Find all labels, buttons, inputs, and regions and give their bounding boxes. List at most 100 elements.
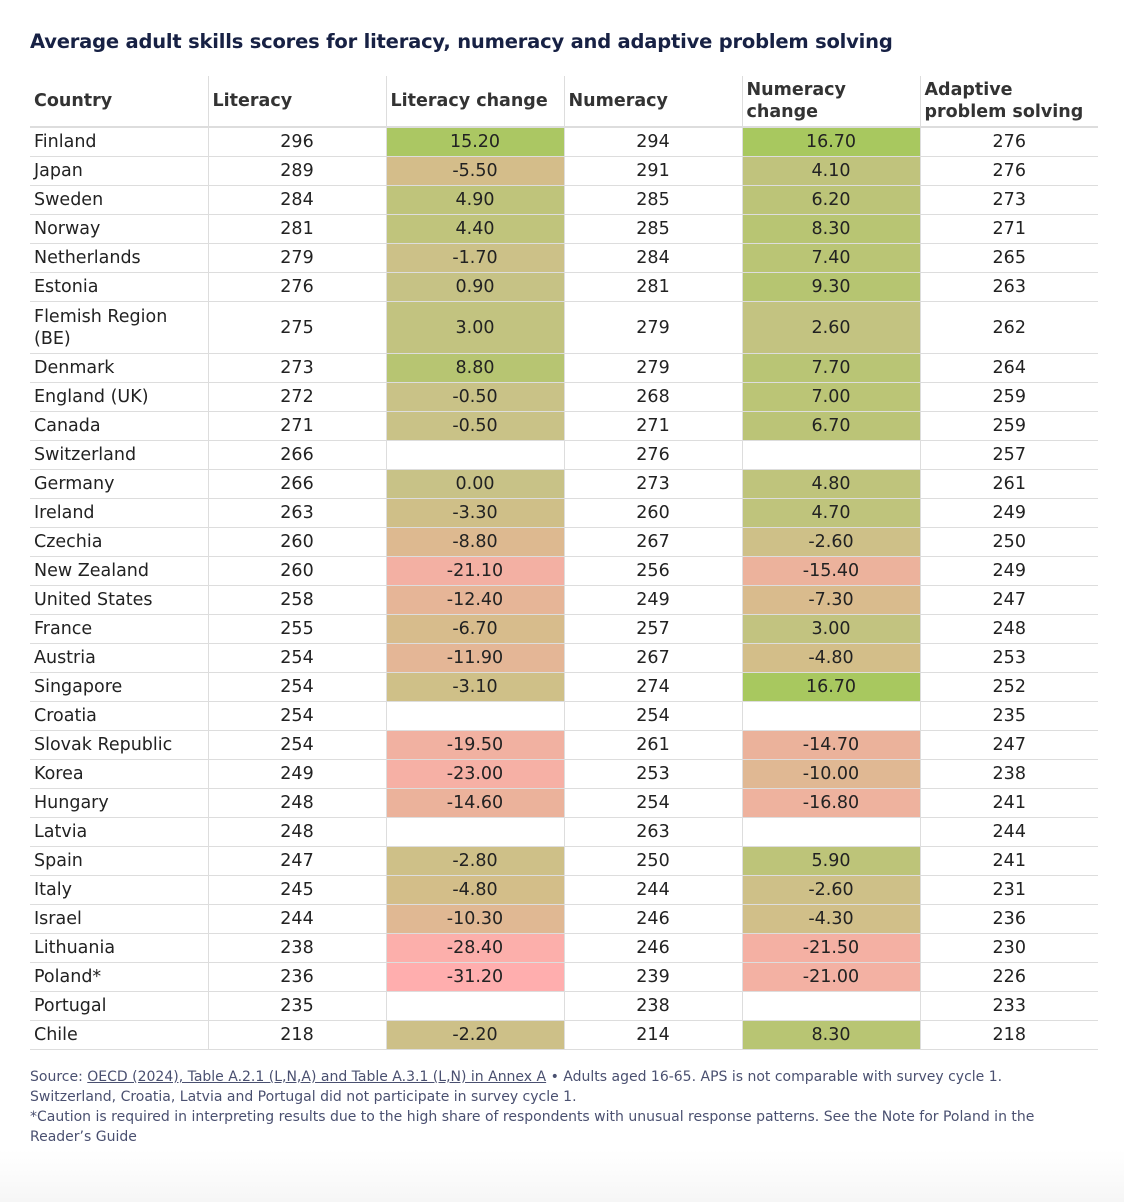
table-row: France 255 -6.70 257 3.00 248 <box>30 614 1098 644</box>
numeracy-change-cell: -7.30 <box>741 585 920 615</box>
country-cell: Austria <box>30 643 208 673</box>
numeracy-change-cell: -21.50 <box>741 933 920 963</box>
aps-cell: 259 <box>919 382 1098 412</box>
literacy-cell: 260 <box>207 556 386 586</box>
table-row: Netherlands 279 -1.70 284 7.40 265 <box>30 243 1098 273</box>
country-cell: United States <box>30 585 208 615</box>
column-header: Literacy <box>207 76 386 128</box>
table-row: Poland* 236 -31.20 239 -21.00 226 <box>30 962 1098 992</box>
table-row: United States 258 -12.40 249 -7.30 247 <box>30 585 1098 615</box>
numeracy-cell: 254 <box>563 788 742 818</box>
literacy-change-cell: -11.90 <box>385 643 564 673</box>
column-header: Adaptive problem solving <box>919 76 1098 128</box>
literacy-cell: 247 <box>207 846 386 876</box>
aps-cell: 264 <box>919 353 1098 383</box>
numeracy-cell: 285 <box>563 185 742 215</box>
literacy-change-cell: -3.30 <box>385 498 564 528</box>
numeracy-change-cell: 16.70 <box>741 127 920 157</box>
table-row: Canada 271 -0.50 271 6.70 259 <box>30 411 1098 441</box>
aps-cell: 257 <box>919 440 1098 470</box>
table-row: Chile 218 -2.20 214 8.30 218 <box>30 1020 1098 1050</box>
caution-note: *Caution is required in interpreting res… <box>30 1109 1035 1145</box>
literacy-change-cell: 4.90 <box>385 185 564 215</box>
country-cell: Ireland <box>30 498 208 528</box>
numeracy-cell: 291 <box>563 156 742 186</box>
numeracy-change-cell: -2.60 <box>741 527 920 557</box>
literacy-change-cell: 15.20 <box>385 127 564 157</box>
literacy-change-cell <box>385 440 564 470</box>
aps-cell: 252 <box>919 672 1098 702</box>
table-row: Korea 249 -23.00 253 -10.00 238 <box>30 759 1098 789</box>
country-cell: Spain <box>30 846 208 876</box>
country-cell: Norway <box>30 214 208 244</box>
table-row: Israel 244 -10.30 246 -4.30 236 <box>30 904 1098 934</box>
literacy-cell: 260 <box>207 527 386 557</box>
numeracy-change-cell: 8.30 <box>741 214 920 244</box>
country-cell: Switzerland <box>30 440 208 470</box>
aps-cell: 238 <box>919 759 1098 789</box>
skills-table: Country Literacy Literacy change Numeracy Nu… <box>30 76 1098 1050</box>
numeracy-change-cell <box>741 991 920 1021</box>
literacy-cell: 255 <box>207 614 386 644</box>
table-row: Spain 247 -2.80 250 5.90 241 <box>30 846 1098 876</box>
literacy-cell: 236 <box>207 962 386 992</box>
numeracy-change-cell: -21.00 <box>741 962 920 992</box>
country-cell: Poland* <box>30 962 208 992</box>
numeracy-cell: 276 <box>563 440 742 470</box>
numeracy-change-cell: -16.80 <box>741 788 920 818</box>
aps-cell: 241 <box>919 846 1098 876</box>
country-cell: Canada <box>30 411 208 441</box>
numeracy-change-cell: 4.10 <box>741 156 920 186</box>
aps-cell: 265 <box>919 243 1098 273</box>
numeracy-cell: 285 <box>563 214 742 244</box>
aps-cell: 235 <box>919 701 1098 731</box>
numeracy-cell: 294 <box>563 127 742 157</box>
aps-cell: 247 <box>919 585 1098 615</box>
literacy-cell: 235 <box>207 991 386 1021</box>
numeracy-cell: 239 <box>563 962 742 992</box>
literacy-change-cell: -2.80 <box>385 846 564 876</box>
numeracy-cell: 257 <box>563 614 742 644</box>
numeracy-cell: 238 <box>563 991 742 1021</box>
numeracy-change-cell: 4.70 <box>741 498 920 528</box>
numeracy-change-cell: -4.30 <box>741 904 920 934</box>
literacy-change-cell: 3.00 <box>385 301 564 354</box>
literacy-cell: 284 <box>207 185 386 215</box>
country-cell: Denmark <box>30 353 208 383</box>
table-row: Lithuania 238 -28.40 246 -21.50 230 <box>30 933 1098 963</box>
table-row: Denmark 273 8.80 279 7.70 264 <box>30 353 1098 383</box>
literacy-change-cell: -0.50 <box>385 382 564 412</box>
numeracy-cell: 246 <box>563 933 742 963</box>
literacy-change-cell: 8.80 <box>385 353 564 383</box>
numeracy-change-cell: -2.60 <box>741 875 920 905</box>
numeracy-change-cell: 5.90 <box>741 846 920 876</box>
numeracy-change-cell: 7.00 <box>741 382 920 412</box>
literacy-cell: 218 <box>207 1020 386 1050</box>
table-row: New Zealand 260 -21.10 256 -15.40 249 <box>30 556 1098 586</box>
literacy-cell: 263 <box>207 498 386 528</box>
country-cell: Portugal <box>30 991 208 1021</box>
numeracy-change-cell: 6.70 <box>741 411 920 441</box>
numeracy-cell: 281 <box>563 272 742 302</box>
aps-cell: 244 <box>919 817 1098 847</box>
country-cell: Japan <box>30 156 208 186</box>
country-cell: Korea <box>30 759 208 789</box>
aps-cell: 241 <box>919 788 1098 818</box>
literacy-change-cell: -1.70 <box>385 243 564 273</box>
literacy-change-cell <box>385 991 564 1021</box>
literacy-cell: 238 <box>207 933 386 963</box>
literacy-change-cell <box>385 817 564 847</box>
numeracy-cell: 260 <box>563 498 742 528</box>
table-row: Ireland 263 -3.30 260 4.70 249 <box>30 498 1098 528</box>
source-label: Source: <box>30 1069 88 1085</box>
table-row: England (UK) 272 -0.50 268 7.00 259 <box>30 382 1098 412</box>
literacy-cell: 279 <box>207 243 386 273</box>
country-cell: Sweden <box>30 185 208 215</box>
literacy-cell: 245 <box>207 875 386 905</box>
aps-cell: 263 <box>919 272 1098 302</box>
numeracy-change-cell: -15.40 <box>741 556 920 586</box>
literacy-cell: 271 <box>207 411 386 441</box>
literacy-change-cell: 0.00 <box>385 469 564 499</box>
country-cell: Croatia <box>30 701 208 731</box>
source-link[interactable]: OECD (2024), Table A.2.1 (L,N,A) and Tab… <box>87 1069 547 1085</box>
